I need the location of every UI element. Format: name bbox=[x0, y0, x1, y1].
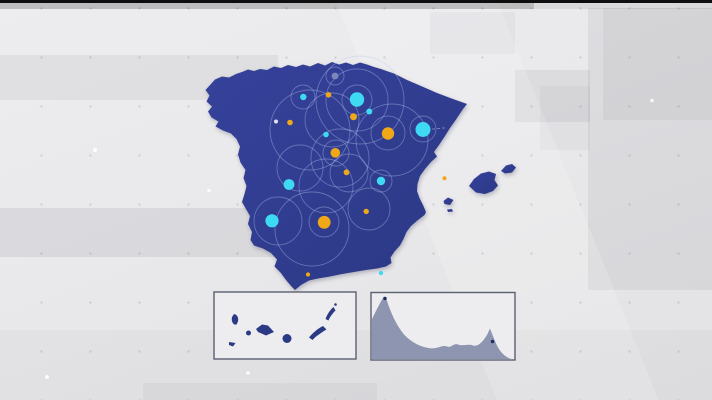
white-speck bbox=[274, 119, 278, 124]
dash-mark bbox=[437, 128, 440, 129]
lanzarote-island bbox=[325, 307, 336, 321]
ripple-ring bbox=[253, 196, 303, 246]
melilla-mark bbox=[490, 339, 495, 344]
ripple-ring bbox=[308, 206, 340, 238]
ripple-ring bbox=[304, 92, 360, 148]
mallorca-island bbox=[469, 171, 498, 194]
map-marker-cyan bbox=[300, 93, 307, 101]
ripple-ring bbox=[325, 66, 345, 86]
ripple-ring bbox=[355, 103, 429, 177]
white-speck bbox=[92, 147, 98, 153]
ripple-ring bbox=[409, 115, 437, 143]
tenerife-island bbox=[256, 324, 274, 336]
map-marker-orange bbox=[343, 169, 350, 176]
el-hierro-island bbox=[229, 342, 236, 347]
spain-mainland-map bbox=[205, 62, 516, 290]
canary-inset-box bbox=[213, 291, 357, 360]
ripple-ring bbox=[322, 139, 350, 167]
menorca-island bbox=[501, 164, 516, 174]
ripple-ring bbox=[269, 89, 351, 171]
dash-mark bbox=[432, 128, 435, 130]
north-africa-coast-inset bbox=[370, 291, 516, 361]
ripple-ring bbox=[369, 169, 393, 193]
ripple-ring bbox=[310, 128, 370, 188]
africa-coast-highlight-line bbox=[494, 338, 510, 358]
map-marker-orange bbox=[381, 127, 395, 140]
map-marker-orange bbox=[330, 148, 341, 158]
map-marker-cyan bbox=[323, 131, 329, 138]
gran-canaria-island bbox=[282, 334, 292, 343]
ripple-ring bbox=[276, 144, 324, 192]
formentera-island bbox=[447, 209, 453, 212]
spain-peninsula-outline bbox=[205, 62, 467, 290]
map-marker-cyan bbox=[283, 179, 295, 190]
ripple-ring bbox=[274, 191, 350, 267]
map-marker-cyan bbox=[366, 108, 373, 115]
fuerteventura-island bbox=[309, 326, 327, 340]
canary-islands-inset bbox=[213, 291, 357, 360]
white-speck bbox=[45, 375, 49, 379]
dash-mark bbox=[442, 127, 445, 129]
ripple-ring bbox=[347, 187, 391, 231]
map-marker-orange bbox=[317, 215, 331, 229]
la-gomera-island bbox=[246, 330, 251, 336]
ripple-ring bbox=[298, 158, 354, 214]
ripple-ring bbox=[370, 115, 406, 151]
white-speck bbox=[207, 188, 211, 193]
map-marker-orange bbox=[305, 272, 311, 277]
ripple-ring bbox=[325, 68, 389, 132]
africa-coast-silhouette bbox=[372, 296, 511, 359]
map-marker-cyan bbox=[376, 176, 386, 186]
map-marker-orange bbox=[363, 208, 369, 215]
map-marker-slate_dot bbox=[331, 72, 339, 80]
map-marker-cyan bbox=[415, 122, 431, 137]
la-graciosa-island bbox=[334, 303, 337, 306]
map-marker-orange bbox=[287, 119, 293, 126]
map-marker-cyan bbox=[265, 214, 279, 228]
white-specks-group bbox=[45, 98, 654, 379]
la-palma-island bbox=[231, 314, 239, 325]
ibiza-island bbox=[443, 197, 454, 205]
map-marker-cyan bbox=[378, 270, 384, 276]
map-marker-cyan bbox=[349, 92, 365, 107]
white-speck bbox=[650, 98, 654, 103]
map-marker-orange bbox=[350, 113, 357, 121]
ripple-ring bbox=[290, 84, 316, 110]
ripple-rings-group bbox=[253, 55, 437, 267]
dash-marks-group bbox=[432, 127, 445, 130]
map-marker-orange bbox=[442, 176, 447, 181]
map-marker-orange bbox=[325, 92, 332, 98]
white-speck bbox=[246, 371, 250, 375]
ripple-ring bbox=[329, 153, 369, 193]
ceuta-mark bbox=[383, 296, 387, 301]
map-markers-group bbox=[265, 72, 447, 277]
ripple-ring bbox=[341, 84, 373, 116]
ripple-ring bbox=[315, 55, 405, 145]
